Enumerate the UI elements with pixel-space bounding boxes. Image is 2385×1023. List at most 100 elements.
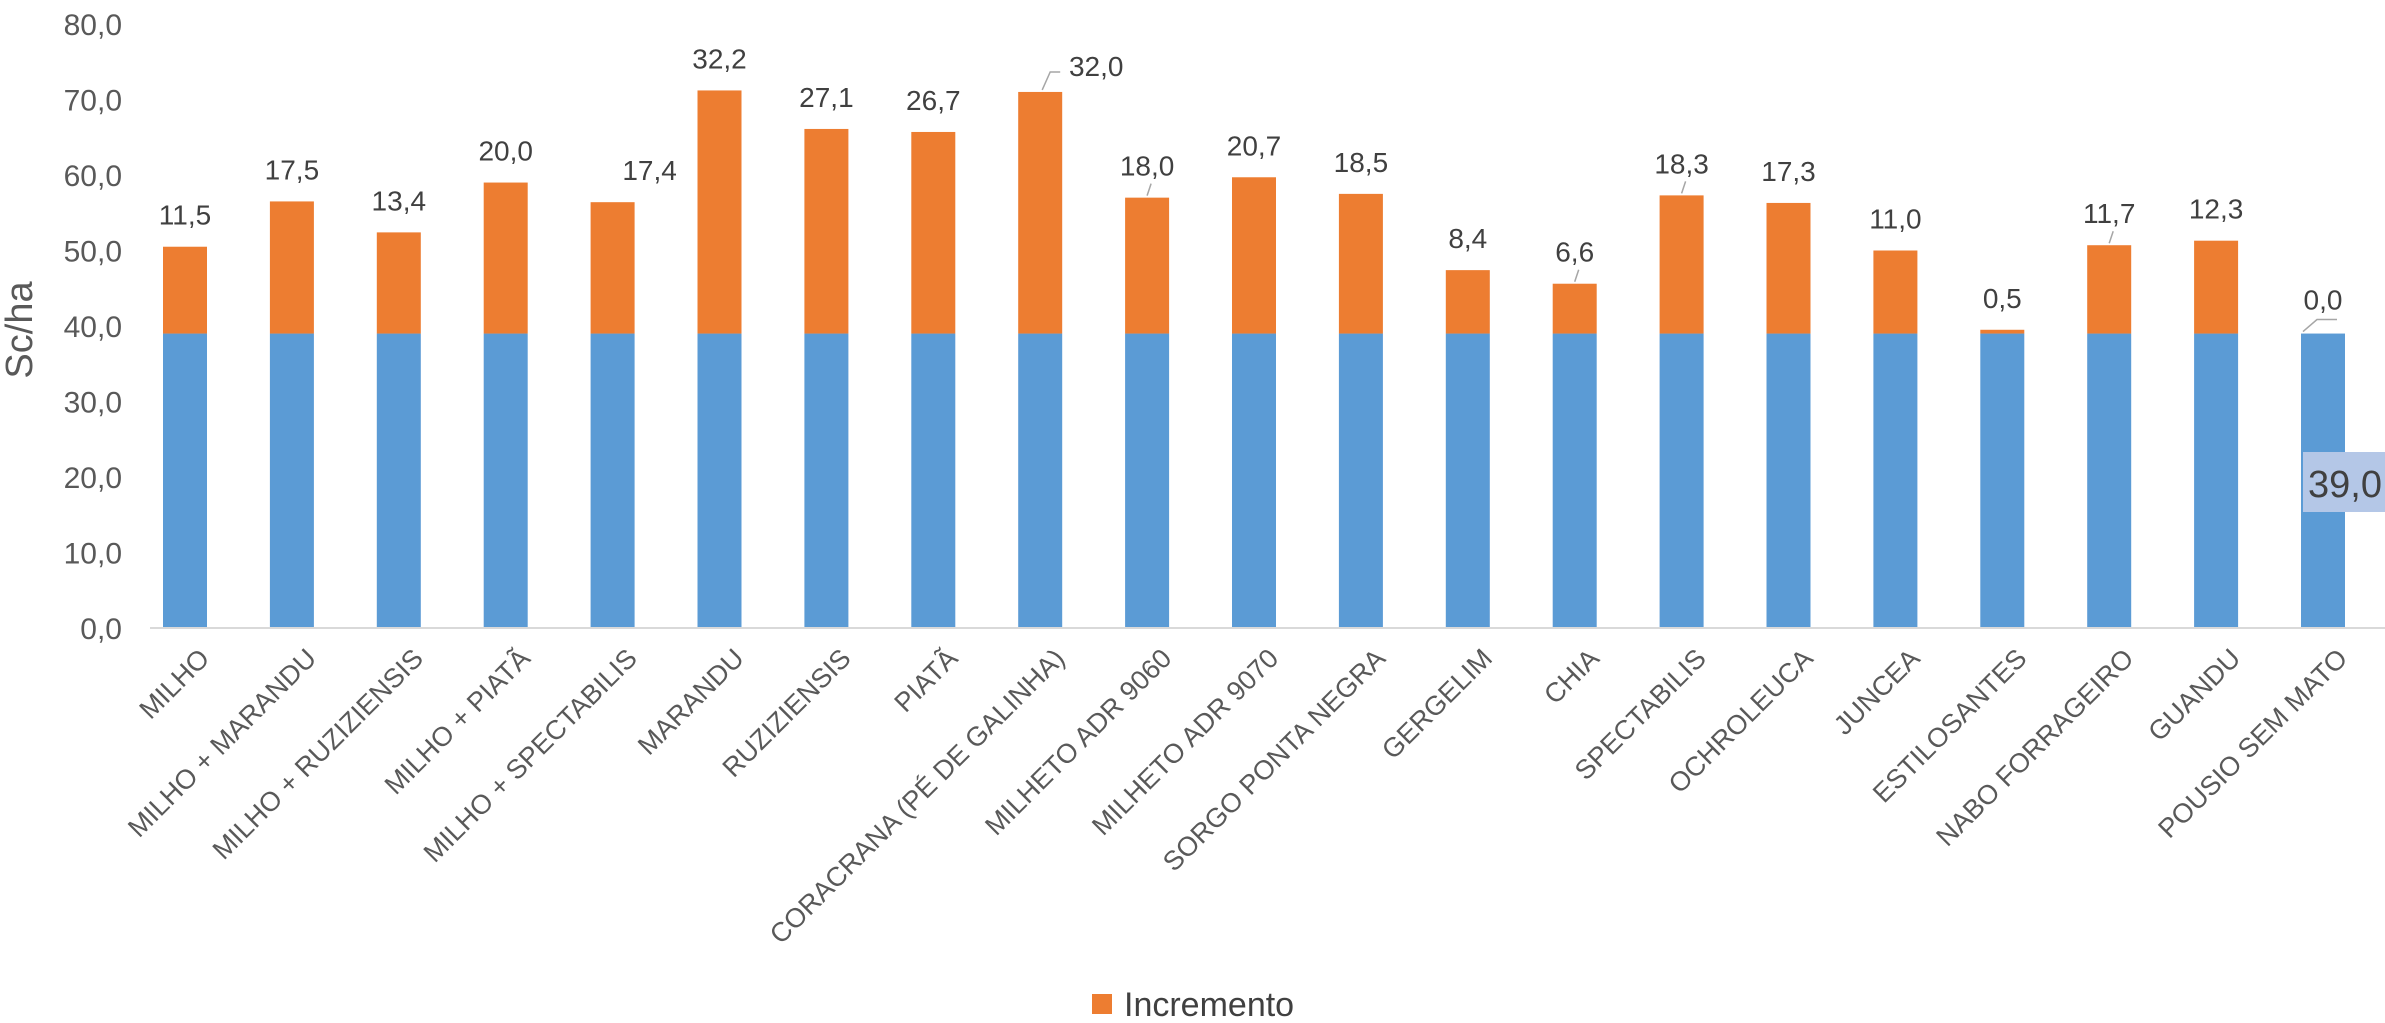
bar-incremento-guandu	[2194, 240, 2239, 334]
data-label-chia: 6,6	[1555, 237, 1594, 268]
y-tick-label: 0,0	[80, 613, 122, 646]
data-label-milho-marandu: 17,5	[265, 154, 320, 185]
callout-box	[2303, 452, 2385, 512]
leader-line-nabo-forrageiro	[2108, 230, 2114, 244]
data-label-marandu: 32,2	[692, 43, 747, 74]
data-label-juncea: 11,0	[1869, 204, 1921, 235]
bar-incremento-ochroleuca	[1766, 202, 1811, 334]
bar-incremento-spectabilis	[1659, 195, 1704, 334]
bar-base-milho	[163, 333, 207, 628]
x-tick-label-milho-marandu: MILHO + MARANDU	[122, 643, 322, 843]
x-tick-label-milho: MILHO	[134, 643, 216, 725]
bar-incremento-milho-marandu	[269, 201, 314, 334]
data-label-milheto-adr-9060: 18,0	[1120, 151, 1175, 182]
callout-value: 39,0	[2308, 464, 2382, 506]
x-tick-label-pousio-sem-mato: POUSIO SEM MATO	[2152, 643, 2353, 844]
leader-lines	[1041, 71, 2337, 333]
bar-incremento-ruziziensis	[804, 128, 849, 334]
bar-base-marandu	[697, 333, 742, 628]
bar-base-milho-piata	[483, 333, 528, 628]
x-tick-label-gergelim: GERGELIM	[1376, 643, 1498, 765]
data-label-gergelim: 8,4	[1448, 223, 1487, 254]
bar-base-gergelim	[1445, 333, 1490, 628]
bar-base-juncea	[1873, 333, 1918, 628]
bar-incremento-milheto-adr-9070	[1232, 177, 1276, 334]
bar-incremento-piata	[911, 131, 956, 334]
legend-label-incremento: Incremento	[1124, 986, 1294, 1023]
leader-line-coracrana-pe-de-galinha	[1041, 71, 1061, 91]
x-tick-label-milho-ruziziensis: MILHO + RUZIZIENSIS	[207, 643, 429, 865]
bar-base-milho-marandu	[269, 333, 314, 628]
data-label-pousio-sem-mato: 0,0	[2304, 285, 2343, 316]
bar-base-milho-spectabilis	[590, 333, 635, 628]
bar-incremento-chia	[1552, 283, 1597, 334]
data-label-ruziziensis: 27,1	[799, 82, 854, 113]
y-tick-label: 60,0	[64, 160, 122, 193]
x-tick-label-sorgo-ponta-negra: SORGO PONTA NEGRA	[1157, 643, 1391, 877]
x-tick-label-milheto-adr-9060: MILHETO ADR 9060	[979, 643, 1177, 841]
leader-line-chia	[1573, 269, 1580, 282]
bar-incremento-milheto-adr-9060	[1125, 197, 1170, 334]
bar-base-sorgo-ponta-negra	[1338, 333, 1383, 628]
legend: Incremento	[1092, 986, 1294, 1023]
y-tick-label: 80,0	[64, 9, 122, 42]
bar-base-chia	[1552, 333, 1597, 628]
bar-incremento-sorgo-ponta-negra	[1338, 193, 1383, 334]
bar-incremento-juncea	[1873, 250, 1918, 334]
data-label-spectabilis: 18,3	[1654, 148, 1709, 179]
data-label-sorgo-ponta-negra: 18,5	[1334, 147, 1389, 178]
y-axis: 0,0 10,0 20,0 30,0 40,0 50,0 60,0 70,0 80,0	[64, 9, 122, 646]
y-tick-label: 50,0	[64, 236, 122, 269]
data-label-milho: 11,5	[159, 200, 211, 231]
bar-incremento-milho-spectabilis	[590, 202, 635, 334]
data-labels: 11,5 17,5 13,4 20,0 17,4 32,2 27,1 26,7 32,0 18,0…	[159, 43, 2343, 315]
x-tick-label-juncea: JUNCEA	[1828, 643, 1926, 741]
bar-base-guandu	[2194, 333, 2239, 628]
bar-base-nabo-forrageiro	[2087, 333, 2132, 628]
data-label-milho-ruziziensis: 13,4	[372, 185, 427, 216]
x-tick-label-guandu: GUANDU	[2142, 643, 2246, 747]
leader-line-milheto-adr-9060	[1146, 183, 1152, 196]
bar-incremento-coracrana-pe-de-galinha	[1018, 91, 1063, 334]
legend-swatch-incremento	[1092, 994, 1112, 1014]
bar-base-milheto-adr-9070	[1232, 333, 1276, 628]
bar-incremento-milho	[163, 246, 207, 334]
y-axis-title: Sc/ha	[0, 281, 41, 379]
bar-base-milheto-adr-9060	[1125, 333, 1170, 628]
data-label-coracrana-pe-de-galinha: 32,0	[1069, 51, 1124, 82]
bar-base-piata	[911, 333, 956, 628]
callout-pousio-base: 39,0	[2303, 452, 2385, 512]
bar-incremento-milho-piata	[483, 182, 528, 334]
data-label-estilosantes: 0,5	[1983, 283, 2022, 314]
x-tick-label-marandu: MARANDU	[632, 643, 750, 761]
bar-base-coracrana-pe-de-galinha	[1018, 333, 1063, 628]
bar-base-estilosantes	[1980, 333, 2025, 628]
x-tick-label-milho-spectabilis: MILHO + SPECTABILIS	[418, 643, 643, 868]
x-tick-label-milheto-adr-9070: MILHETO ADR 9070	[1086, 643, 1284, 841]
leader-line-pousio-sem-mato	[2302, 318, 2337, 333]
y-tick-label: 70,0	[64, 85, 122, 118]
y-tick-label: 20,0	[64, 462, 122, 495]
data-label-milho-piata: 20,0	[478, 136, 533, 167]
bar-incremento-gergelim	[1445, 270, 1490, 334]
bar-base-spectabilis	[1659, 333, 1704, 628]
bar-incremento-milho-ruziziensis	[376, 232, 421, 334]
data-label-guandu: 12,3	[2189, 194, 2244, 225]
data-label-nabo-forrageiro: 11,7	[2083, 198, 2135, 229]
bar-base-ruziziensis	[804, 333, 849, 628]
bar-incremento-nabo-forrageiro	[2087, 245, 2132, 334]
data-label-ochroleuca: 17,3	[1761, 156, 1816, 187]
x-tick-label-nabo-forrageiro: NABO FORRAGEIRO	[1930, 643, 2139, 852]
y-tick-label: 40,0	[64, 311, 122, 344]
y-tick-label: 30,0	[64, 387, 122, 420]
bar-base-milho-ruziziensis	[376, 333, 421, 628]
bar-base-ochroleuca	[1766, 333, 1811, 628]
leader-line-spectabilis	[1680, 181, 1687, 194]
data-label-piata: 26,7	[906, 85, 961, 116]
y-tick-label: 10,0	[64, 538, 122, 571]
data-label-milho-spectabilis: 17,4	[622, 155, 677, 186]
data-label-milheto-adr-9070: 20,7	[1227, 130, 1282, 161]
x-tick-label-piata: PIATÃ	[888, 642, 964, 718]
